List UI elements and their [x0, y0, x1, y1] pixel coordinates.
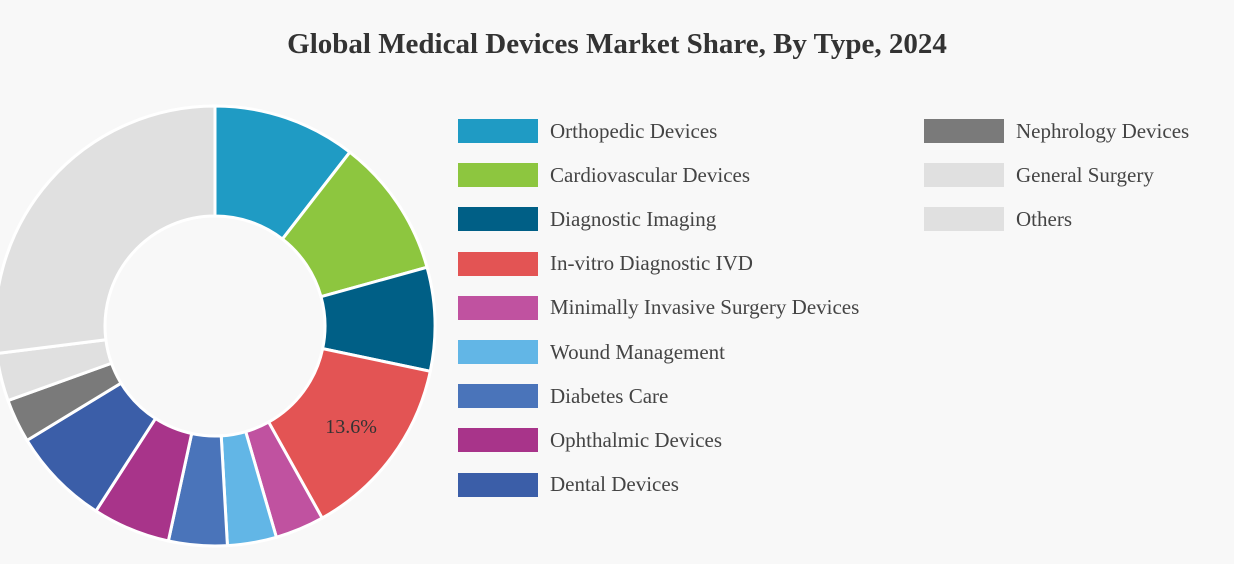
- legend-item-orthopedic-devices[interactable]: Orthopedic Devices: [458, 118, 717, 144]
- legend-item-in-vitro-diagnostic-ivd[interactable]: In-vitro Diagnostic IVD: [458, 251, 753, 277]
- legend-label: Ophthalmic Devices: [550, 427, 723, 452]
- legend-swatch: [458, 472, 538, 497]
- slice-others: [0, 104, 217, 355]
- legend-item-others[interactable]: Others: [924, 206, 1072, 232]
- legend-item-nephrology-devices[interactable]: Nephrology Devices: [924, 118, 1189, 144]
- legend-item-wound-management[interactable]: Wound Management: [458, 339, 725, 365]
- legend-swatch: [458, 251, 538, 276]
- legend-swatch: [458, 428, 538, 453]
- legend-item-ophthalmic-devices[interactable]: Ophthalmic Devices: [458, 427, 722, 453]
- legend-swatch: [458, 340, 538, 364]
- legend-swatch: [458, 119, 538, 143]
- legend-swatch: [458, 384, 538, 409]
- data-label-in-vitro-diagnostic-ivd: 13.6%: [325, 416, 377, 438]
- legend-item-dental-devices[interactable]: Dental Devices: [458, 472, 679, 498]
- legend-swatch: [924, 207, 1004, 232]
- legend-label: Diabetes Care: [550, 383, 669, 408]
- legend-label: Dental Devices: [550, 472, 679, 497]
- chart-title: Global Medical Devices Market Share, By …: [287, 28, 947, 60]
- legend-label: Nephrology Devices: [1016, 118, 1190, 143]
- legend-swatch: [924, 163, 1004, 188]
- legend-label: Diagnostic Imaging: [550, 206, 717, 231]
- slice-in-vitro-diagnostic-ivd: [266, 346, 433, 521]
- legend-item-minimally-invasive-surgery-devices[interactable]: Minimally Invasive Surgery Devices: [458, 295, 859, 321]
- legend-item-diabetes-care[interactable]: Diabetes Care: [458, 383, 668, 409]
- legend-item-diagnostic-imaging[interactable]: Diagnostic Imaging: [458, 206, 716, 232]
- legend-swatch: [458, 295, 538, 320]
- legend-label: Wound Management: [550, 339, 726, 364]
- legend-label: Others: [1016, 206, 1072, 231]
- legend-item-general-surgery[interactable]: General Surgery: [924, 162, 1154, 188]
- legend-swatch: [458, 207, 538, 232]
- legend-swatch: [458, 163, 538, 188]
- legend-label: Orthopedic Devices: [550, 118, 718, 143]
- legend-label: General Surgery: [1016, 162, 1154, 187]
- legend-label: In-vitro Diagnostic IVD: [550, 251, 753, 276]
- legend-label: Cardiovascular Devices: [550, 162, 751, 187]
- legend-label: Minimally Invasive Surgery Devices: [550, 295, 860, 320]
- legend-swatch: [924, 119, 1004, 143]
- donut-chart: 13.6%: [0, 104, 437, 548]
- legend-item-cardiovascular-devices[interactable]: Cardiovascular Devices: [458, 162, 750, 188]
